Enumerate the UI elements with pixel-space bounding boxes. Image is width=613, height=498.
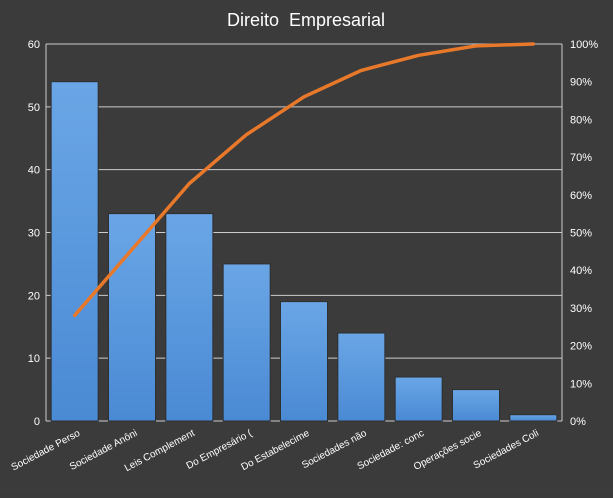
y2-tick-label: 0%	[570, 416, 586, 428]
y2-tick-label: 60%	[570, 190, 592, 202]
bar-4	[222, 263, 271, 422]
bars	[50, 81, 558, 422]
y2-tick-label: 70%	[570, 152, 592, 164]
y-tick-label: 40	[28, 165, 40, 177]
x-tick-label: Sociedades Coli	[472, 428, 541, 472]
y-tick-label: 0	[34, 416, 40, 428]
bar-2	[107, 213, 157, 422]
y-axis-left: 0 10 20 30 40 50 60	[28, 39, 40, 428]
y2-tick-label: 80%	[570, 114, 592, 126]
y2-tick-label: 20%	[570, 341, 592, 353]
bar-7	[394, 376, 443, 422]
y2-tick-label: 50%	[570, 228, 592, 240]
bar-3	[165, 213, 214, 422]
y2-tick-label: 40%	[570, 265, 592, 277]
y2-tick-label: 100%	[570, 39, 598, 51]
bar-5	[279, 301, 329, 422]
cumulative-line-group	[72, 42, 536, 318]
y-tick-label: 30	[28, 228, 40, 240]
y2-tick-label: 90%	[570, 77, 592, 89]
y-tick-label: 60	[28, 39, 40, 51]
chart-title: Direito Empresarial	[227, 10, 385, 30]
y-tick-label: 20	[28, 290, 40, 302]
y2-tick-label: 10%	[570, 378, 592, 390]
cumulative-line	[72, 42, 536, 318]
bar-6	[337, 332, 386, 422]
y-axis-right: 0% 10% 20% 30% 40% 50% 60% 70% 80% 90% 100%	[570, 39, 598, 428]
bar-1	[50, 81, 99, 422]
y-tick-label: 10	[28, 353, 40, 365]
y-tick-label: 50	[28, 102, 40, 114]
bar-9	[509, 414, 558, 422]
y2-tick-label: 30%	[570, 303, 592, 315]
bar-8	[451, 389, 501, 422]
